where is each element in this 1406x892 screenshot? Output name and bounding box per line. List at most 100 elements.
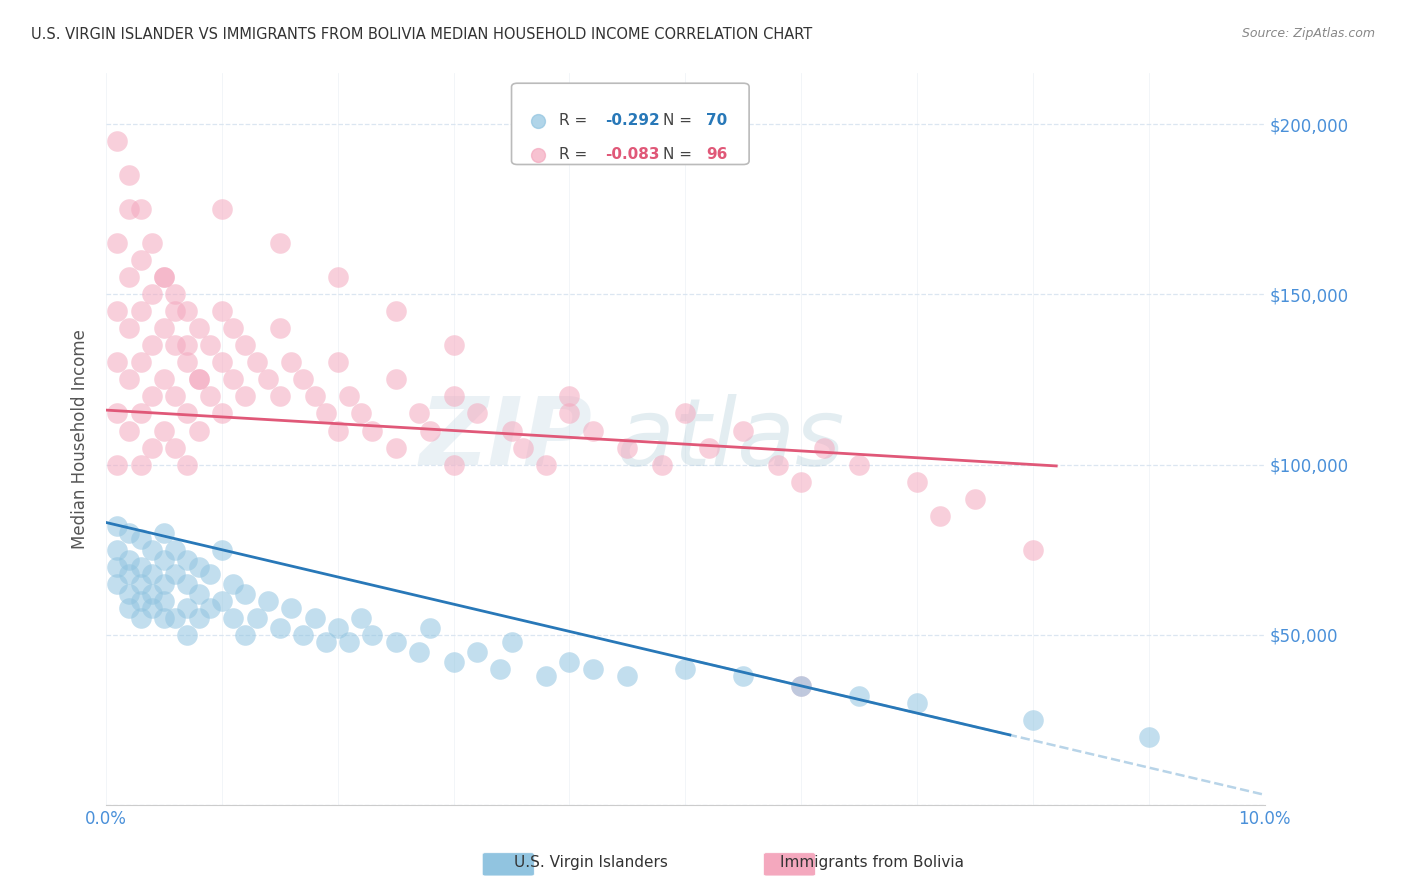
Point [176,304,198,318]
Point [187,424,209,438]
Point [269,389,291,403]
Point [118,424,141,438]
Point [419,621,441,635]
Point [107,236,129,251]
Point [176,355,198,369]
Point [176,600,198,615]
Point [337,634,360,648]
Point [165,304,187,318]
Point [291,628,314,642]
Point [326,355,349,369]
Point [280,600,302,615]
Point [107,519,129,533]
Point [211,594,233,608]
Point [187,559,209,574]
Point [361,628,384,642]
Point [129,407,152,421]
Point [200,600,222,615]
Point [616,441,638,455]
Point [501,424,523,438]
Point [129,533,152,547]
Point [187,587,209,601]
Point [965,491,987,506]
Point [697,441,720,455]
Point [233,338,256,352]
Point [165,389,187,403]
Point [107,407,129,421]
Point [443,458,465,472]
Point [153,525,176,540]
Point [200,338,222,352]
Point [350,611,373,625]
Point [361,424,384,438]
Point [118,321,141,335]
Point [129,559,152,574]
Point [211,542,233,557]
Point [141,542,163,557]
Point [813,441,835,455]
Point [245,355,267,369]
Point [929,508,952,523]
Point [107,134,129,148]
Point [153,372,176,386]
Point [245,611,267,625]
Point [118,566,141,581]
Point [153,576,176,591]
Point [187,321,209,335]
Point [304,611,326,625]
Point [766,458,789,472]
Point [1022,542,1045,557]
Point [129,202,152,217]
Point [107,576,129,591]
Point [673,407,696,421]
Point [165,441,187,455]
Point [211,304,233,318]
Point [165,542,187,557]
FancyBboxPatch shape [512,83,749,164]
Point [141,566,163,581]
Point [501,634,523,648]
Point [233,587,256,601]
Text: N =: N = [664,147,697,162]
Point [269,321,291,335]
Point [905,475,928,489]
Text: 96: 96 [706,147,728,162]
Point [1022,713,1045,727]
Point [118,168,141,182]
Point [304,389,326,403]
Point [176,628,198,642]
Point [107,458,129,472]
Point [211,407,233,421]
Point [141,287,163,301]
Point [233,389,256,403]
Point [200,566,222,581]
Point [118,270,141,285]
Point [176,576,198,591]
Point [222,321,245,335]
Text: U.S. VIRGIN ISLANDER VS IMMIGRANTS FROM BOLIVIA MEDIAN HOUSEHOLD INCOME CORRELAT: U.S. VIRGIN ISLANDER VS IMMIGRANTS FROM … [31,27,813,42]
Point [384,372,406,386]
Point [489,662,512,676]
Point [153,270,176,285]
Point [582,424,605,438]
Point [790,679,813,693]
Point [107,542,129,557]
Point [558,655,581,669]
Point [222,372,245,386]
Point [222,611,245,625]
Point [153,321,176,335]
Point [384,304,406,318]
Point [141,587,163,601]
Point [280,355,302,369]
Point [257,594,280,608]
Point [443,338,465,352]
Point [176,407,198,421]
Point [153,594,176,608]
Point [165,287,187,301]
Point [582,662,605,676]
Point [651,458,673,472]
Point [141,389,163,403]
Point [337,389,360,403]
Point [465,645,488,659]
Point [211,202,233,217]
